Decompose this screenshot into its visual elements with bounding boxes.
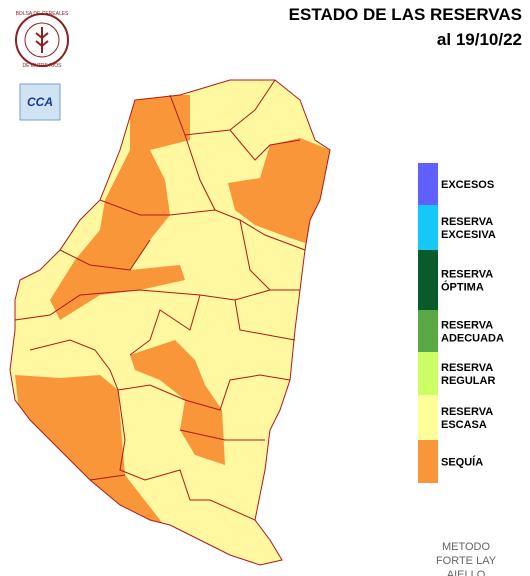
- date: al 19/10/22: [437, 30, 522, 49]
- legend-swatch: [418, 250, 438, 310]
- legend-swatch: [418, 395, 438, 440]
- legend-swatch: [418, 440, 438, 483]
- legend-label: RESERVA: [441, 320, 493, 332]
- legend-label: ÓPTIMA: [441, 281, 484, 294]
- legend-swatch: [418, 352, 438, 395]
- title: ESTADO DE LAS RESERVAS: [289, 5, 522, 24]
- legend-label: RESERVA: [441, 362, 493, 374]
- legend-label: REGULAR: [441, 375, 495, 387]
- footer-line: FORTE LAY: [436, 555, 497, 567]
- logo: BOLSA DE CEREALES DE ENTRE RIOS: [15, 11, 69, 69]
- legend-label: SEQUÍA: [441, 456, 483, 469]
- legend-swatch: [418, 205, 438, 250]
- legend-label: ESCASA: [441, 419, 487, 431]
- footer: METODO FORTE LAY AIELLO: [436, 541, 497, 576]
- logo-top: BOLSA DE CEREALES: [16, 11, 69, 17]
- legend-label: RESERVA: [441, 216, 493, 228]
- province-map: [9, 79, 331, 566]
- legend: EXCESOSRESERVAEXCESIVARESERVAÓPTIMARESER…: [418, 163, 504, 483]
- legend-label: RESERVA: [441, 406, 493, 418]
- footer-line: AIELLO: [447, 569, 486, 576]
- legend-label: EXCESIVA: [441, 229, 496, 241]
- footer-line: METODO: [442, 541, 491, 553]
- legend-swatch: [418, 310, 438, 352]
- legend-label: EXCESOS: [441, 179, 494, 191]
- badge-text: CCA: [27, 95, 53, 109]
- legend-swatch: [418, 163, 438, 205]
- badge: CCA: [19, 83, 61, 121]
- logo-bottom: DE ENTRE RIOS: [23, 63, 63, 69]
- legend-label: RESERVA: [441, 269, 493, 281]
- legend-label: ADECUADA: [441, 333, 504, 345]
